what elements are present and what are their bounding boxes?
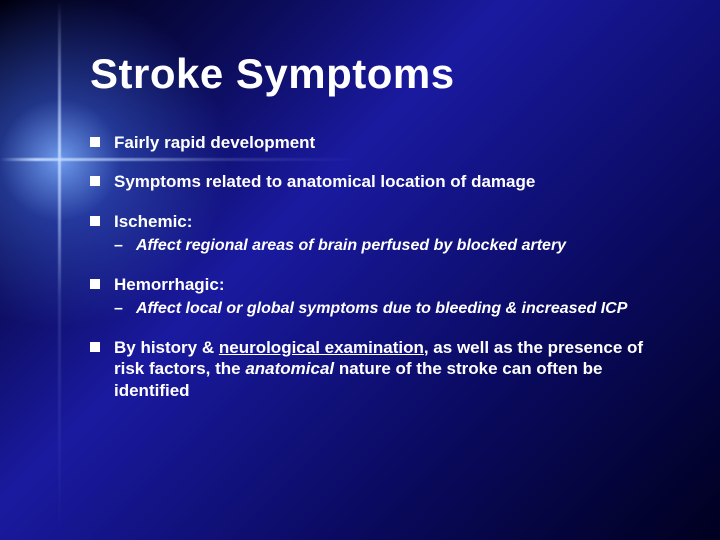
sub-bullet-text: Affect local or global symptoms due to b… [136,300,627,317]
slide-container: Stroke Symptoms Fairly rapid development… [0,0,720,540]
sub-bullet-item: Affect local or global symptoms due to b… [114,299,660,319]
bullet-text-part: By history & [114,338,219,357]
bullet-list: Fairly rapid development Symptoms relate… [90,132,660,401]
bullet-item: Ischemic: Affect regional areas of brain… [90,211,660,256]
sub-bullet-list: Affect regional areas of brain perfused … [114,236,660,256]
sub-bullet-text: Affect regional areas of brain perfused … [136,237,566,254]
bullet-item: Symptoms related to anatomical location … [90,171,660,192]
bullet-text: Ischemic: [114,212,192,231]
bullet-item: Fairly rapid development [90,132,660,153]
bullet-text-underlined: neurological examination [219,338,424,357]
bullet-text-italic: anatomical [245,359,334,378]
bullet-item: By history & neurological examination, a… [90,337,660,401]
bullet-item: Hemorrhagic: Affect local or global symp… [90,274,660,319]
sub-bullet-item: Affect regional areas of brain perfused … [114,236,660,256]
bullet-text: Fairly rapid development [114,133,315,152]
bullet-text: Symptoms related to anatomical location … [114,172,535,191]
slide-title: Stroke Symptoms [90,50,660,98]
sub-bullet-list: Affect local or global symptoms due to b… [114,299,660,319]
bullet-text: Hemorrhagic: [114,275,225,294]
